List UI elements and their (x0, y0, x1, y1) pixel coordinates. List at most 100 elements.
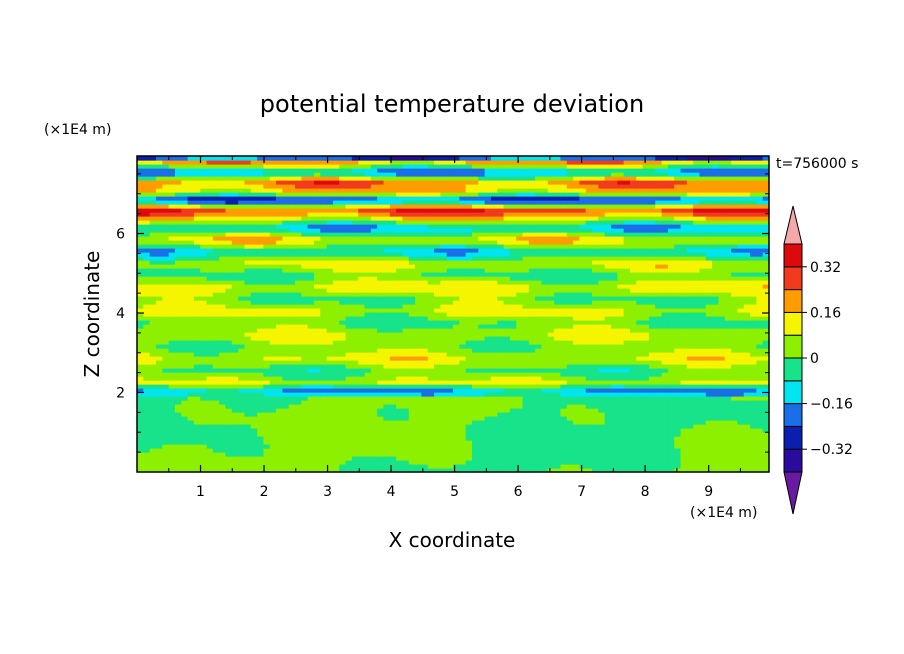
field-cell (680, 440, 688, 445)
field-cell (503, 392, 511, 397)
field-cell (750, 332, 757, 337)
field-cell (686, 272, 694, 277)
field-cell (554, 468, 562, 472)
field-cell (516, 308, 524, 313)
field-cell (389, 364, 397, 369)
field-cell (516, 388, 524, 393)
field-cell (427, 296, 435, 301)
field-cell (206, 440, 214, 445)
field-cell (282, 280, 290, 285)
field-cell (674, 296, 682, 301)
field-cell (415, 392, 422, 397)
field-cell (351, 368, 359, 373)
field-cell (244, 384, 252, 389)
field-cell (200, 416, 208, 421)
field-cell (326, 452, 334, 457)
field-cell (661, 348, 669, 353)
field-cell (339, 332, 347, 337)
field-cell (453, 468, 460, 472)
field-cell (509, 408, 517, 413)
field-cell (497, 360, 505, 365)
field-cell (377, 300, 385, 305)
field-cell (326, 360, 334, 365)
field-cell (724, 448, 732, 453)
field-cell (231, 412, 239, 417)
field-cell (484, 420, 492, 425)
field-cell (332, 316, 340, 321)
field-cell (453, 316, 460, 321)
field-cell (554, 404, 562, 409)
field-cell (288, 332, 296, 337)
field-cell (244, 348, 252, 353)
field-cell (193, 288, 201, 293)
field-cell (611, 380, 618, 385)
field-cell (143, 452, 151, 457)
field-cell (389, 304, 397, 309)
field-cell (440, 308, 448, 313)
field-cell (276, 420, 283, 425)
field-cell (503, 276, 511, 281)
field-cell (497, 460, 505, 465)
field-cell (257, 396, 264, 401)
field-cell (295, 320, 302, 325)
field-cell (307, 272, 315, 277)
field-cell (206, 320, 214, 325)
field-cell (351, 272, 359, 277)
field-cell (307, 432, 315, 437)
field-cell (206, 448, 214, 453)
field-cell (288, 396, 296, 401)
field-cell (326, 400, 334, 405)
field-cell (162, 360, 170, 365)
field-cell (680, 336, 688, 341)
field-cell (200, 300, 208, 305)
field-cell (712, 440, 720, 445)
field-cell (611, 436, 618, 441)
field-cell (566, 356, 574, 361)
field-cell (155, 416, 163, 421)
field-cell (421, 332, 429, 337)
field-cell (250, 436, 258, 441)
field-cell (389, 328, 397, 333)
field-cell (250, 392, 258, 397)
field-cell (434, 368, 441, 373)
field-cell (566, 344, 574, 349)
field-cell (509, 468, 517, 472)
field-cell (364, 416, 372, 421)
field-cell (750, 296, 757, 301)
field-cell (712, 288, 720, 293)
field-cell (181, 432, 189, 437)
field-cell (143, 332, 151, 337)
field-cell (364, 452, 372, 457)
field-cell (617, 428, 625, 433)
field-cell (585, 368, 593, 373)
field-cell (282, 296, 290, 301)
field-cell (244, 356, 252, 361)
field-cell (332, 320, 340, 325)
field-cell (623, 424, 631, 429)
field-cell (320, 360, 328, 365)
field-cell (168, 316, 176, 321)
field-cell (712, 420, 720, 425)
field-cell (364, 396, 372, 401)
field-cell (440, 436, 448, 441)
field-cell (326, 292, 334, 297)
field-cell (585, 364, 593, 369)
field-cell (579, 344, 587, 349)
field-cell (592, 296, 599, 301)
field-cell (162, 408, 170, 413)
field-cell (623, 272, 631, 277)
field-cell (585, 284, 593, 289)
field-cell (446, 348, 454, 353)
field-cell (750, 460, 757, 465)
field-cell (680, 420, 688, 425)
field-cell (478, 452, 486, 457)
field-cell (370, 432, 378, 437)
field-cell (560, 460, 568, 465)
field-cell (307, 376, 315, 381)
field-cell (623, 468, 631, 472)
field-cell (332, 348, 340, 353)
field-cell (351, 356, 359, 361)
field-cell (174, 464, 182, 469)
field-cell (137, 388, 144, 393)
field-cell (554, 408, 562, 413)
